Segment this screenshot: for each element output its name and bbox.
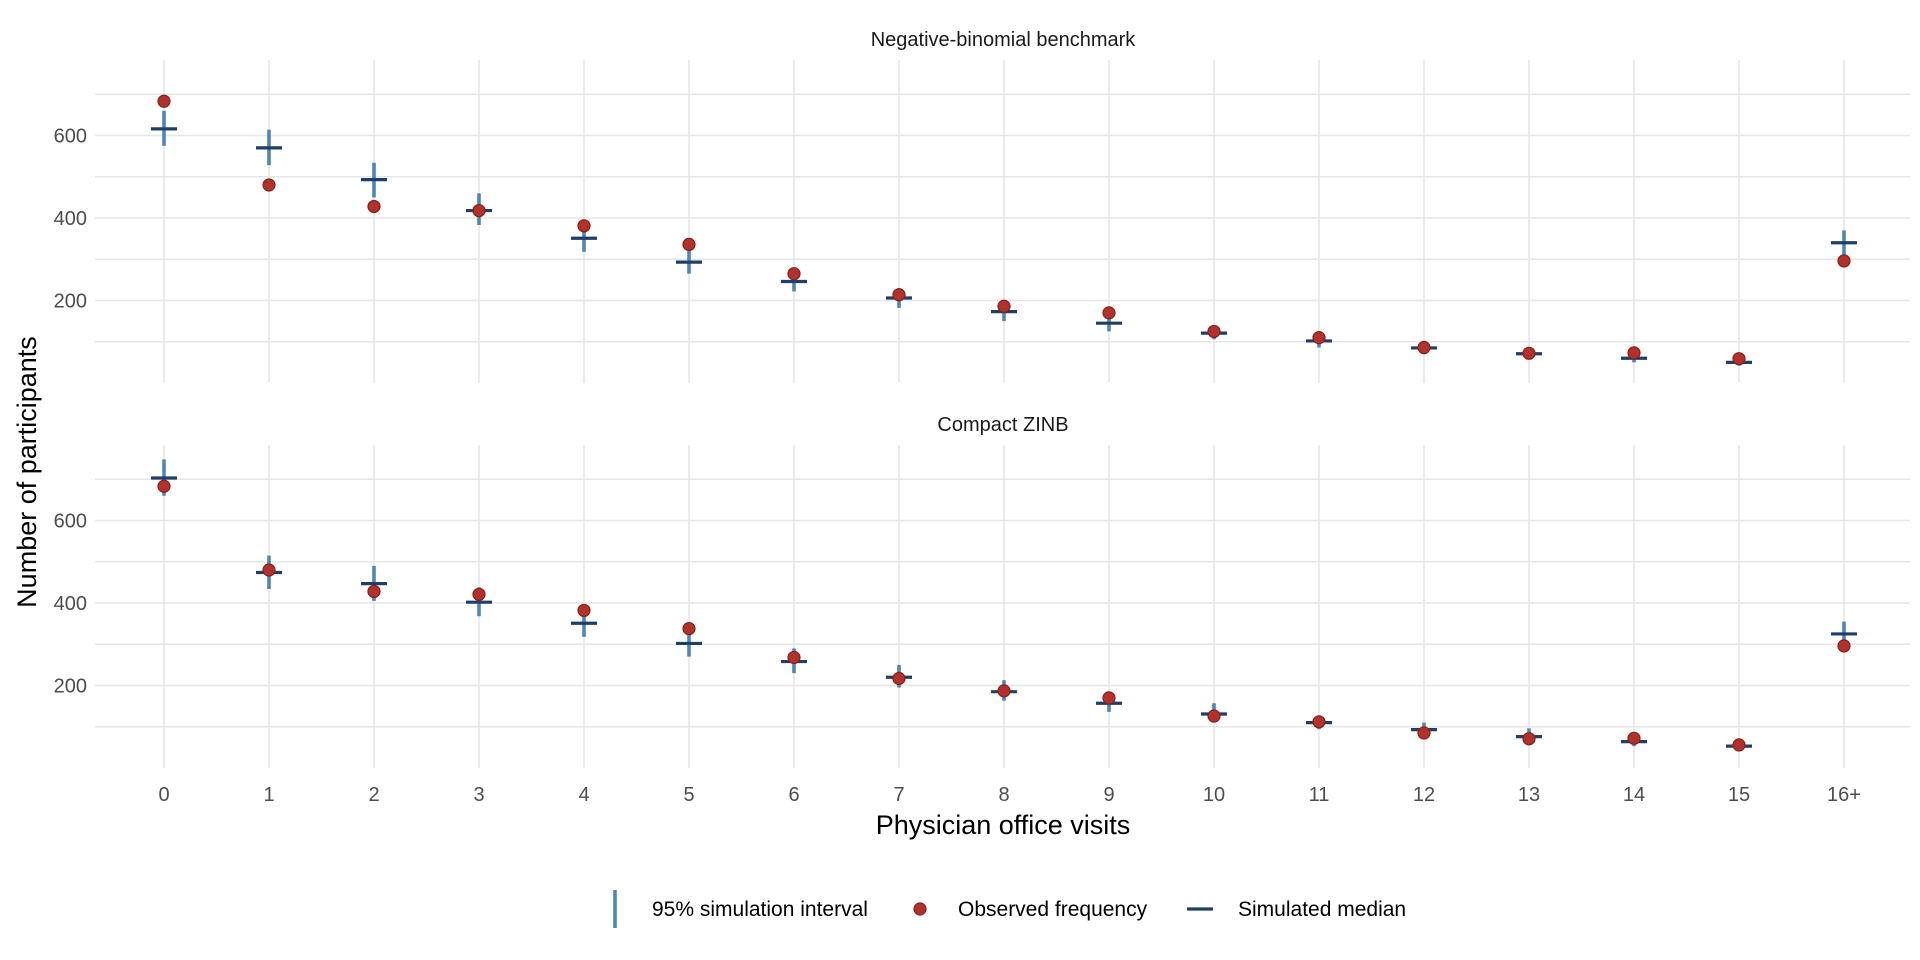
x-tick-label: 6 (788, 784, 799, 806)
observed-point (1207, 709, 1221, 723)
x-tick-label: 2 (368, 784, 379, 806)
y-tick-label: 400 (54, 208, 87, 230)
legend-label: Observed frequency (958, 898, 1148, 921)
observed-point (1207, 324, 1221, 339)
x-tick-label: 16+ (1827, 784, 1861, 806)
observed-point (157, 94, 171, 108)
legend-key-observed (913, 902, 927, 916)
observed-point (892, 671, 906, 686)
observed-point (1312, 715, 1326, 729)
observed-point (367, 584, 381, 599)
observed-point (682, 621, 696, 636)
panel-negative-binomial: Negative-binomial benchmark 200 400 600 (54, 29, 1910, 383)
observed-point (367, 199, 381, 214)
observed-point (997, 684, 1011, 698)
observed-point (1102, 306, 1116, 320)
legend-label: 95% simulation interval (652, 898, 868, 921)
y-axis-title: Number of participants (12, 336, 42, 608)
observed-point (1312, 331, 1326, 345)
observed-point (1522, 346, 1536, 360)
observed-point (1732, 352, 1746, 366)
y-tick-label: 200 (54, 291, 87, 313)
observed-point (1627, 731, 1641, 745)
x-tick-label: 4 (578, 784, 589, 806)
observed-point (787, 650, 801, 665)
facet-title: Compact ZINB (937, 414, 1068, 436)
observed-point (1522, 732, 1536, 746)
y-tick-label: 400 (54, 593, 87, 615)
x-tick-label: 8 (998, 784, 1009, 806)
observed-point (787, 267, 801, 281)
observed-point (682, 237, 696, 251)
legend: 95% simulation interval Observed frequenc… (613, 890, 1406, 928)
observed-point (1732, 738, 1746, 752)
y-tick-label: 600 (54, 126, 87, 148)
observed-point (1627, 346, 1641, 360)
observed-point (1417, 340, 1431, 355)
observed-point (1837, 639, 1851, 653)
observed-point (157, 479, 171, 493)
x-tick-label: 9 (1103, 784, 1114, 806)
observed-point (262, 563, 276, 577)
observed-point (1837, 254, 1851, 268)
x-tick-label: 14 (1623, 784, 1645, 806)
x-tick-label: 11 (1309, 784, 1330, 806)
observed-point (997, 299, 1011, 313)
x-tick-label: 13 (1518, 784, 1540, 806)
y-tick-label: 600 (54, 511, 87, 533)
observed-point (472, 587, 486, 601)
x-tick-label: 15 (1728, 784, 1750, 806)
facet-title: Negative-binomial benchmark (871, 29, 1137, 51)
x-tick-label: 0 (158, 784, 169, 806)
observed-point (262, 178, 276, 192)
x-tick-label: 10 (1203, 784, 1225, 806)
panel-compact-zinb: Compact ZINB 200 400 600 (54, 414, 1910, 768)
observed-point (892, 288, 906, 302)
x-axis: 0 1 2 3 4 5 6 7 8 9 10 11 12 13 14 15 16+ (158, 784, 1861, 806)
y-tick-label: 200 (54, 676, 87, 698)
x-tick-label: 3 (473, 784, 484, 806)
observed-point (577, 603, 591, 618)
legend-label: Simulated median (1238, 898, 1406, 921)
observed-point (1417, 726, 1431, 740)
x-axis-title: Physician office visits (876, 810, 1131, 840)
x-tick-label: 7 (893, 784, 904, 806)
observed-point (1102, 691, 1116, 705)
observed-point (577, 219, 591, 233)
x-tick-label: 12 (1413, 784, 1435, 806)
x-tick-label: 5 (683, 784, 694, 806)
x-tick-label: 1 (263, 784, 274, 806)
observed-point (472, 203, 486, 218)
